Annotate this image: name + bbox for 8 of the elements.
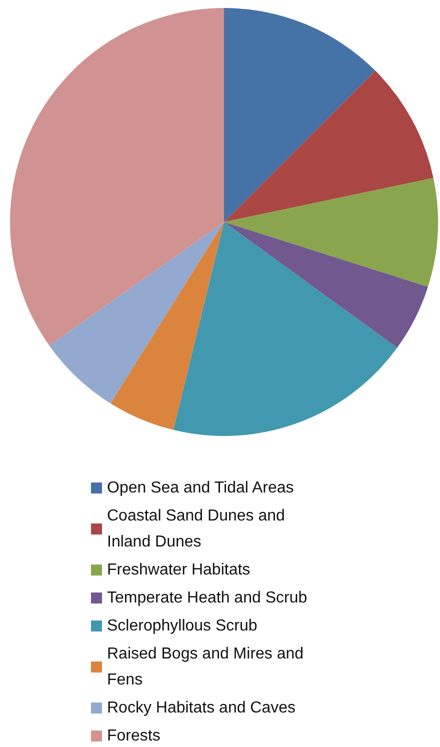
legend-label: Temperate Heath and Scrub bbox=[107, 590, 308, 606]
legend-label: Rocky Habitats and Caves bbox=[107, 700, 296, 716]
legend-label: Coastal Sand Dunes and Inland Dunes bbox=[107, 508, 290, 550]
legend-label: Freshwater Habitats bbox=[107, 562, 250, 578]
legend-label: Open Sea and Tidal Areas bbox=[107, 480, 294, 496]
legend-label: Forests bbox=[107, 728, 160, 744]
legend-label: Sclerophyllous Scrub bbox=[107, 618, 258, 634]
legend-label: Raised Bogs and Mires and Fens bbox=[107, 646, 308, 688]
